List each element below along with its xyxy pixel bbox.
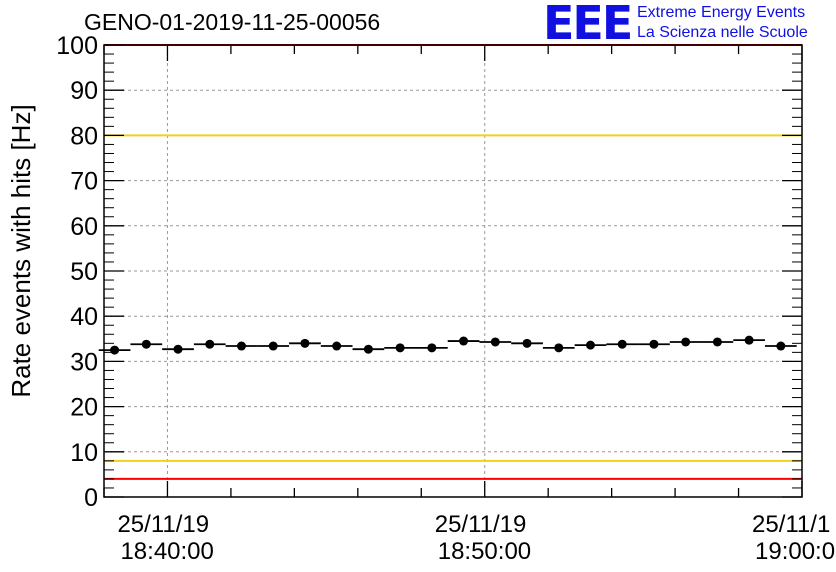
y-tick-label: 20 [70, 394, 98, 422]
y-tick-label: 90 [70, 77, 98, 105]
data-point [110, 345, 120, 355]
x-tick-date-label: 25/11/19 [435, 511, 527, 538]
data-point [490, 337, 500, 347]
data-point [712, 337, 722, 347]
data-point [363, 344, 373, 354]
chart-title: GENO-01-2019-11-25-00056 [84, 9, 381, 35]
axis-ticks [103, 44, 803, 498]
logo-caption-line-2: La Scienza nelle Scuole [637, 24, 808, 41]
data-point [173, 344, 183, 354]
y-tick-label: 30 [70, 348, 98, 376]
data-point [427, 343, 437, 353]
data-point [395, 343, 405, 353]
x-tick-date-label: 25/11/19 [117, 511, 209, 538]
x-tick-time-label: 19:00:0 [755, 538, 835, 565]
reference-lines [104, 44, 802, 480]
data-point [300, 338, 310, 348]
data-point [332, 341, 342, 351]
tick-labels: 010203040506070809010025/11/1918:40:0025… [56, 32, 835, 565]
x-tick-time-label: 18:40:00 [120, 538, 213, 565]
y-tick-label: 100 [56, 32, 98, 60]
data-point [522, 338, 532, 348]
logo-caption-line-1: Extreme Energy Events [637, 4, 806, 21]
data-point [744, 335, 754, 345]
data-series [98, 335, 797, 355]
data-point [205, 339, 215, 349]
data-point [776, 341, 786, 351]
y-axis-label: Rate events with hits [Hz] [6, 104, 36, 397]
data-point [554, 343, 564, 353]
x-tick-date-label: 25/11/1 [752, 511, 830, 538]
data-point [141, 339, 151, 349]
data-point [236, 341, 246, 351]
data-point [681, 337, 691, 347]
y-tick-label: 70 [70, 168, 98, 196]
y-tick-label: 40 [70, 303, 98, 331]
x-tick-time-label: 18:50:00 [438, 538, 531, 565]
y-tick-label: 80 [70, 122, 98, 150]
data-point [649, 339, 659, 349]
data-point [617, 339, 627, 349]
data-point [268, 341, 278, 351]
logo-caption: Extreme Energy Events La Scienza nelle S… [637, 3, 808, 43]
data-point [459, 336, 469, 346]
y-tick-label: 60 [70, 213, 98, 241]
y-tick-label: 0 [84, 484, 98, 512]
y-tick-label: 10 [70, 439, 98, 467]
y-tick-label: 50 [70, 258, 98, 286]
grid-lines [104, 45, 802, 497]
data-point [585, 340, 595, 350]
eee-logo: EEE [543, 0, 633, 50]
